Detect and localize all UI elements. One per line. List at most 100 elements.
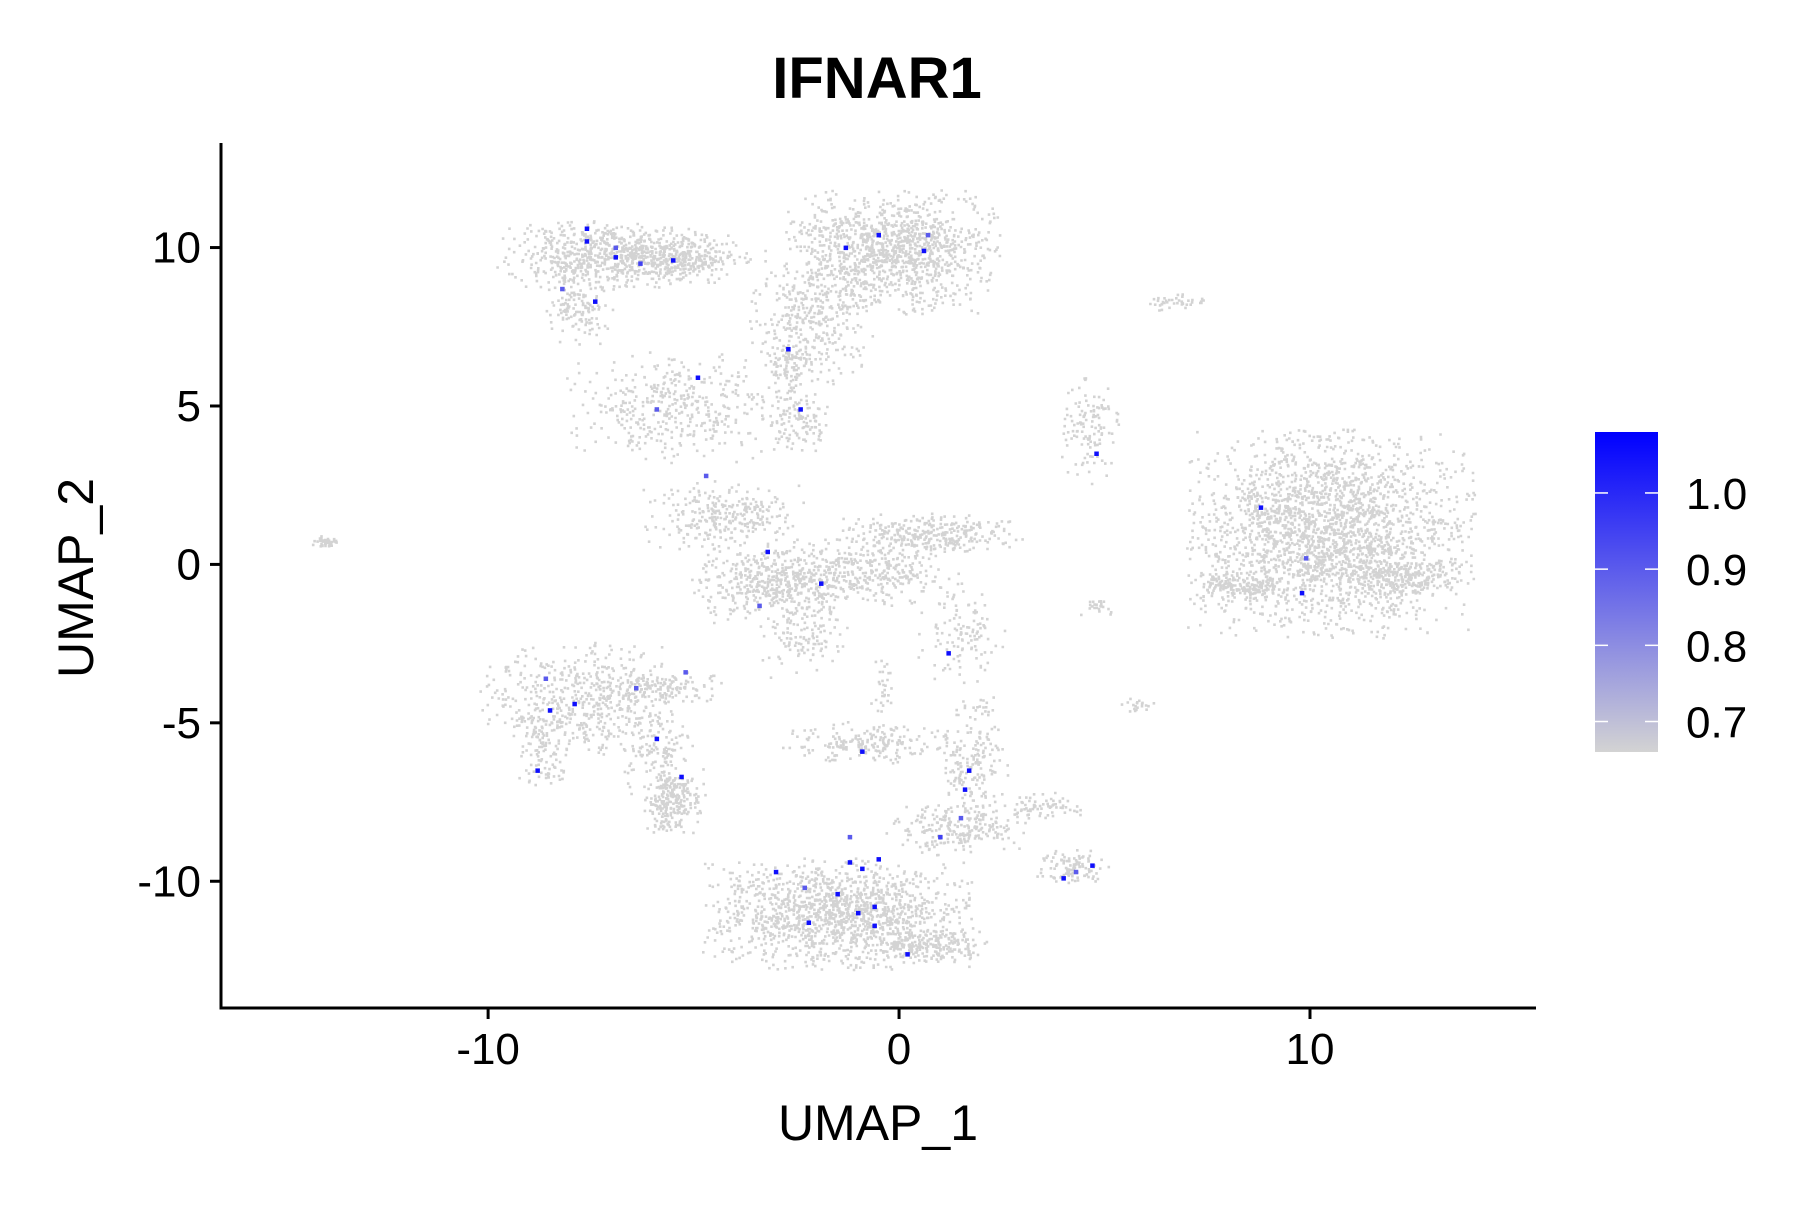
cell-cluster-26 <box>643 764 707 835</box>
expressing-cell-point <box>613 255 618 260</box>
cell-cluster-32 <box>1036 849 1111 885</box>
cell-cluster-30 <box>885 800 1032 857</box>
cell-cluster-5 <box>749 249 875 390</box>
expressing-cell-point <box>905 952 910 957</box>
axes <box>219 143 1536 1010</box>
expressing-cell-point <box>593 299 598 304</box>
expressing-cell-point <box>1258 505 1264 510</box>
chart-title: IFNAR1 <box>772 46 981 111</box>
expressing-cell-point <box>962 787 968 792</box>
cell-cluster-12 <box>1186 428 1477 640</box>
expressing-cell-point <box>671 258 676 263</box>
expressing-cell-point <box>819 581 824 586</box>
cell-cluster-17 <box>841 512 1024 556</box>
expressing-cell-point <box>654 736 660 742</box>
colorbar-gradient <box>1595 432 1658 752</box>
expressing-cell-point <box>835 891 840 897</box>
y-tick-label: 5 <box>177 382 201 431</box>
x-axis-label: UMAP_1 <box>778 1095 978 1151</box>
expressing-cell-point <box>547 708 553 713</box>
expressing-cell-point <box>638 261 643 266</box>
cell-cluster-23 <box>479 641 678 756</box>
x-tick-label: 0 <box>887 1025 911 1074</box>
expressing-cell-point <box>876 232 881 238</box>
cell-cluster-11 <box>642 480 805 551</box>
cell-cluster-16 <box>770 537 941 607</box>
cell-cluster-25 <box>518 708 568 787</box>
y-axis-label: UMAP_2 <box>48 478 104 678</box>
expressing-cell-point <box>543 676 549 681</box>
expressing-cell-point <box>679 774 684 780</box>
expressing-cell-point <box>847 834 853 840</box>
expressing-cell-point <box>798 407 803 412</box>
expressing-cell-point <box>765 549 770 555</box>
cell-cluster-2 <box>611 233 750 284</box>
expressing-cell-point <box>938 834 943 840</box>
x-ticks: -10 0 10 <box>456 1008 1334 1074</box>
color-legend: 0.7 0.8 0.9 1.0 <box>1595 432 1747 752</box>
cell-cluster-7 <box>1149 293 1205 312</box>
expressing-cell-point <box>876 857 881 862</box>
cell-cluster-14 <box>1338 556 1461 598</box>
background-points <box>311 189 1477 972</box>
y-ticks: -10 -5 0 5 10 <box>137 224 221 906</box>
expressing-cell-point <box>1303 556 1309 561</box>
expressing-cell-point <box>946 651 951 656</box>
colorbar-tick-label: 1.0 <box>1686 470 1747 519</box>
expressing-cell-point <box>584 239 590 244</box>
expressing-cell-point <box>1299 590 1305 596</box>
cell-cluster-29 <box>937 696 1010 833</box>
x-tick-label: -10 <box>456 1025 520 1074</box>
y-tick-label: -10 <box>137 857 201 906</box>
cell-cluster-3 <box>545 261 616 346</box>
expressing-cell-point <box>613 245 618 251</box>
cell-cluster-8 <box>566 351 779 465</box>
expressing-cell-point <box>925 232 931 238</box>
expressing-cell-point <box>872 904 877 910</box>
expressing-cell-point <box>860 866 865 872</box>
colorbar-tick-label: 0.8 <box>1686 622 1747 671</box>
cell-cluster-13 <box>1199 573 1280 603</box>
cell-cluster-9 <box>761 386 829 453</box>
cell-cluster-22 <box>1120 697 1156 713</box>
expressing-cell-point <box>584 226 590 231</box>
expressing-cell-point <box>1073 869 1079 875</box>
expressing-cell-point <box>966 768 972 773</box>
expressing-cell-point <box>802 885 807 891</box>
cell-cluster-4 <box>785 189 1002 316</box>
expressing-cell-point <box>856 910 861 916</box>
expressing-cell-point <box>921 248 927 254</box>
expressing-cell-point <box>560 286 565 292</box>
cell-cluster-27 <box>623 700 694 796</box>
expressing-cell-point <box>703 473 709 479</box>
x-tick-label: 10 <box>1286 1025 1335 1074</box>
cell-cluster-10 <box>1061 377 1121 486</box>
cell-cluster-6 <box>766 332 811 401</box>
cell-cluster-35 <box>870 659 893 713</box>
expressing-cell-point <box>683 670 688 675</box>
expressing-cell-point <box>654 407 660 412</box>
expressing-cell-point <box>847 860 853 865</box>
cell-cluster-21 <box>1080 600 1113 617</box>
cell-cluster-31 <box>1015 791 1082 820</box>
expressing-cell-point <box>757 603 762 609</box>
expressing-cell-point <box>535 768 540 773</box>
y-tick-label: 0 <box>177 540 201 589</box>
cell-cluster-18 <box>759 596 849 679</box>
expressing-cell-point <box>1061 876 1066 881</box>
expressing-cell-point <box>634 686 639 691</box>
y-tick-label: 10 <box>152 224 201 273</box>
expressing-cell-point <box>806 920 812 925</box>
cell-cluster-28 <box>782 721 956 765</box>
cell-cluster-24 <box>580 665 723 707</box>
colorbar-ticks: 0.7 0.8 0.9 1.0 <box>1595 470 1747 748</box>
expressing-cell-point <box>843 245 849 251</box>
colorbar-tick-label: 0.7 <box>1686 699 1747 748</box>
y-tick-label: -5 <box>162 699 201 748</box>
cell-cluster-33 <box>702 857 975 972</box>
expressing-cell-point <box>572 701 577 707</box>
expressing-cell-point <box>958 815 964 821</box>
expressing-cell-point <box>773 869 779 875</box>
